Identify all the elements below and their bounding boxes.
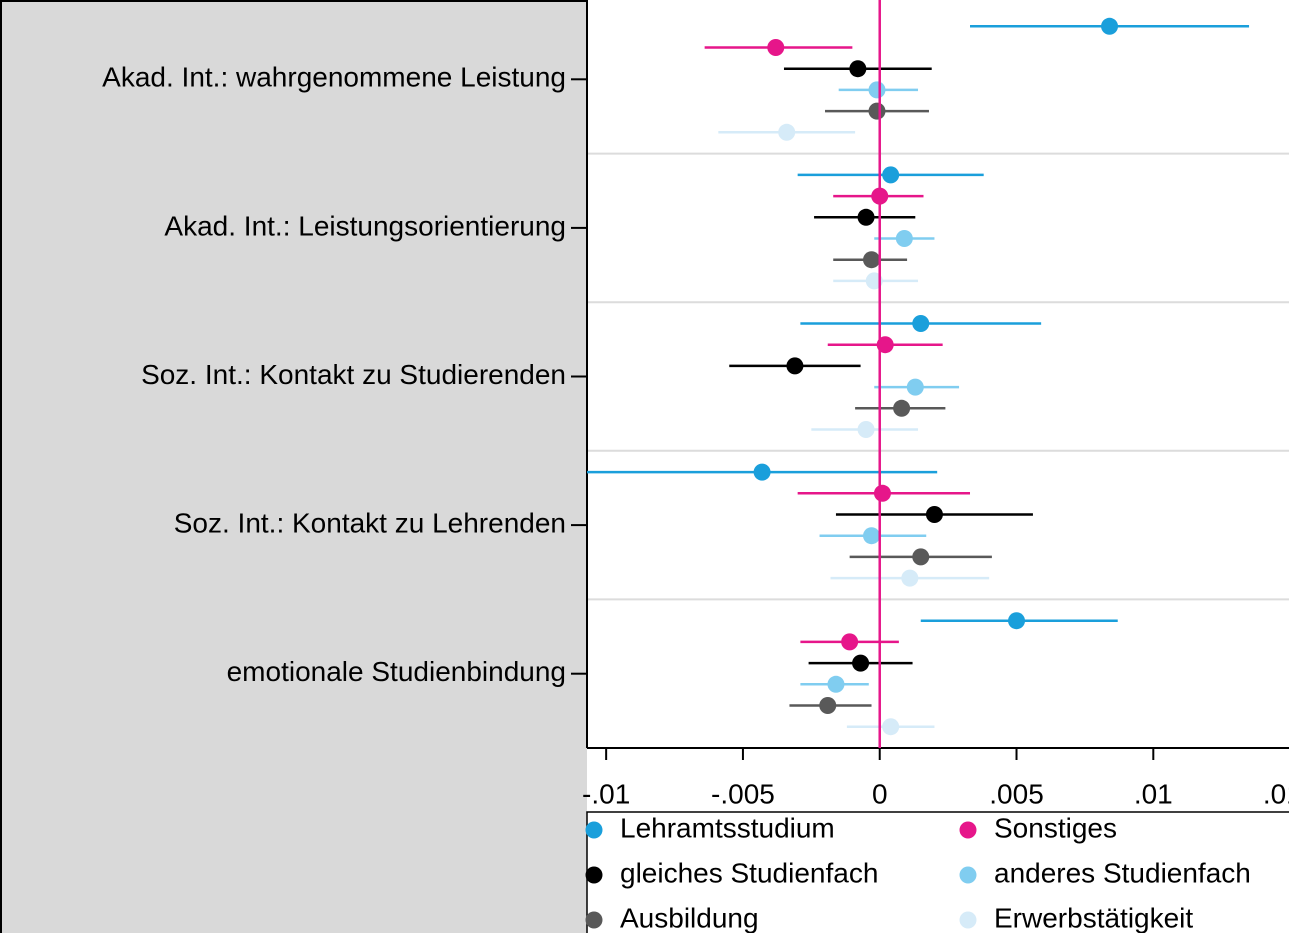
legend [586, 811, 1289, 933]
x-tick-label: .005 [989, 778, 1044, 809]
point [819, 697, 837, 714]
legend-marker [585, 821, 603, 839]
point [827, 675, 845, 693]
x-tick-label: .01 [1134, 778, 1173, 809]
point [857, 208, 875, 226]
legend-label: gleiches Studienfach [620, 857, 878, 888]
legend-marker [585, 911, 603, 929]
point [857, 421, 875, 438]
point [852, 654, 870, 672]
legend-marker [959, 821, 977, 839]
x-tick-label: 0 [872, 778, 888, 809]
point [901, 569, 919, 587]
y-tick-label: emotionale Studienbindung [227, 656, 566, 687]
point [1101, 17, 1119, 35]
point [753, 463, 771, 481]
point [841, 633, 859, 651]
point [882, 718, 900, 736]
x-tick-label: .015 [1263, 778, 1289, 809]
legend-marker [959, 866, 977, 884]
y-tick-label: Akad. Int.: wahrgenommene Leistung [102, 62, 566, 93]
point [906, 378, 924, 396]
point [786, 357, 804, 375]
y-tick-label: Soz. Int.: Kontakt zu Studierenden [141, 359, 566, 390]
point [849, 60, 867, 78]
point [863, 251, 881, 269]
point [912, 315, 930, 332]
point [778, 123, 796, 141]
point [863, 527, 881, 545]
point [925, 506, 943, 523]
legend-label: Ausbildung [620, 902, 759, 933]
plot-area [587, 0, 1289, 748]
x-tick-label: -.005 [711, 778, 775, 809]
point [882, 166, 900, 184]
legend-marker [959, 911, 977, 929]
x-tick-label: -.01 [582, 778, 630, 809]
y-tick-label: Soz. Int.: Kontakt zu Lehrenden [174, 507, 566, 538]
point [895, 230, 913, 247]
point [1008, 612, 1026, 630]
legend-label: anderes Studienfach [994, 857, 1251, 888]
y-tick-label: Akad. Int.: Leistungsorientierung [164, 210, 566, 241]
point [912, 548, 930, 566]
point [873, 484, 891, 502]
point [893, 399, 911, 417]
point [868, 102, 886, 120]
legend-label: Sonstiges [994, 812, 1117, 843]
plot-group [587, 17, 1289, 736]
legend-label: Erwerbstätigkeit [994, 902, 1193, 933]
legend-label: Lehramtsstudium [620, 812, 835, 843]
point [767, 39, 785, 56]
point [868, 81, 886, 99]
legend-marker [585, 866, 603, 884]
